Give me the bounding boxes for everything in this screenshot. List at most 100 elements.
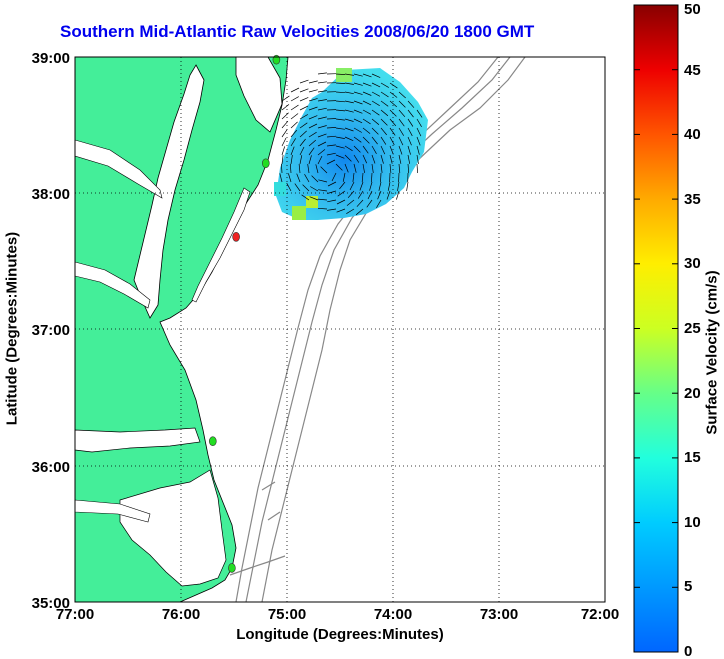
velocity-vector: [362, 118, 371, 125]
colorbar: [633, 4, 679, 653]
velocity-vector: [308, 123, 318, 129]
axes-frame: [74, 56, 606, 603]
velocity-vector: [335, 154, 345, 159]
velocity-vector: [337, 190, 346, 197]
velocity-vector: [366, 199, 373, 208]
velocity-vector: [335, 163, 343, 171]
velocity-vector: [308, 147, 315, 156]
velocity-vector: [380, 172, 382, 183]
colorbar-label: Surface Velocity (cm/s): [703, 270, 721, 435]
velocity-vector: [281, 155, 284, 165]
velocity-vector: [308, 139, 317, 147]
lat-tick-label: 35:00: [32, 595, 70, 612]
velocity-vector: [353, 145, 361, 153]
x-axis-label: Longitude (Degrees:Minutes): [236, 626, 444, 643]
velocity-vector: [344, 118, 354, 122]
colorbar-tick-label: 30: [684, 255, 701, 272]
colorbar-tick-label: 15: [684, 449, 701, 466]
colorbar-tick-label: 5: [684, 578, 692, 595]
velocity-vector: [290, 104, 299, 111]
velocity-vector: [407, 154, 411, 164]
velocity-vector: [281, 129, 288, 138]
velocity-vector: [380, 91, 389, 98]
velocity-vector: [349, 181, 355, 191]
velocity-vector: [344, 127, 354, 132]
velocity-vector: [371, 82, 381, 88]
velocity-vector: [356, 199, 364, 207]
velocity-vector: [326, 159, 336, 165]
lon-tick-label: 74:00: [374, 606, 412, 623]
velocity-vector: [362, 100, 372, 106]
velocity-vector: [353, 127, 362, 133]
velocity-vector: [335, 91, 346, 94]
eastern-shore-channel: [191, 187, 251, 303]
velocity-vector: [311, 175, 319, 183]
velocity-vector: [376, 199, 382, 208]
velocity-vector: [371, 172, 373, 183]
velocity-cell: [292, 206, 306, 220]
colorbar-tick-label: 45: [684, 62, 701, 79]
velocity-vector: [407, 100, 415, 108]
velocity-vector: [326, 144, 336, 147]
velocity-vector: [289, 163, 292, 174]
lat-tick-label: 38:00: [32, 186, 70, 203]
velocity-vector: [317, 116, 327, 120]
velocity-vector: [362, 82, 372, 87]
velocity-vector: [339, 181, 346, 190]
velocity-vector: [398, 154, 402, 164]
velocity-vector: [353, 91, 363, 95]
velocity-vector: [290, 129, 298, 138]
velocity-vector: [362, 127, 371, 134]
grid-lines: [75, 57, 605, 602]
velocity-vector: [362, 154, 368, 164]
velocity-cell: [274, 182, 286, 196]
colorbar-tick-label: 0: [684, 643, 692, 659]
velocity-vector: [344, 163, 349, 173]
velocity-vector: [281, 163, 283, 174]
velocity-vector: [335, 109, 346, 112]
velocity-vector: [344, 82, 354, 85]
velocity-vector: [326, 152, 336, 156]
velocity-vector: [407, 127, 413, 137]
velocity-vector: [389, 100, 398, 108]
velocity-vector: [344, 136, 354, 142]
hf-radar-station: [232, 232, 240, 242]
velocity-vector: [294, 183, 301, 192]
velocity-vector: [290, 96, 299, 102]
velocity-vector: [416, 163, 418, 174]
velocity-vector: [416, 136, 421, 146]
hf-radar-station: [261, 158, 270, 169]
velocity-vector: [407, 163, 410, 174]
velocity-vector: [387, 181, 391, 191]
velocity-vector: [380, 118, 388, 126]
velocity-vector: [389, 127, 396, 136]
velocity-vector: [367, 190, 373, 200]
velocity-vector: [299, 155, 303, 165]
potomac-river: [75, 139, 163, 199]
velocity-vector: [378, 181, 382, 191]
velocity-vector: [342, 172, 346, 182]
velocity-vector: [320, 166, 328, 174]
velocity-vector: [398, 136, 404, 146]
velocity-vector: [397, 181, 400, 191]
colorbar-tick-label: 20: [684, 385, 701, 402]
velocity-vector: [371, 109, 380, 116]
velocity-vector: [299, 105, 309, 111]
velocity-vector: [318, 189, 328, 192]
lon-tick-label: 77:00: [56, 606, 94, 623]
velocity-vector: [335, 127, 345, 130]
velocity-vector: [317, 125, 327, 129]
velocity-vector: [398, 109, 406, 118]
velocity-vector: [308, 106, 318, 111]
velocity-vector: [335, 145, 345, 149]
velocity-vector: [362, 136, 370, 144]
velocity-vector: [335, 136, 345, 139]
velocity-vector: [298, 163, 301, 174]
velocity-vector: [335, 73, 346, 75]
hf-radar-station: [209, 436, 217, 447]
velocity-vector: [286, 182, 292, 192]
velocity-vector: [407, 136, 412, 146]
velocity-vector: [398, 100, 406, 108]
velocity-vector: [290, 87, 300, 93]
velocity-vector: [407, 109, 414, 118]
